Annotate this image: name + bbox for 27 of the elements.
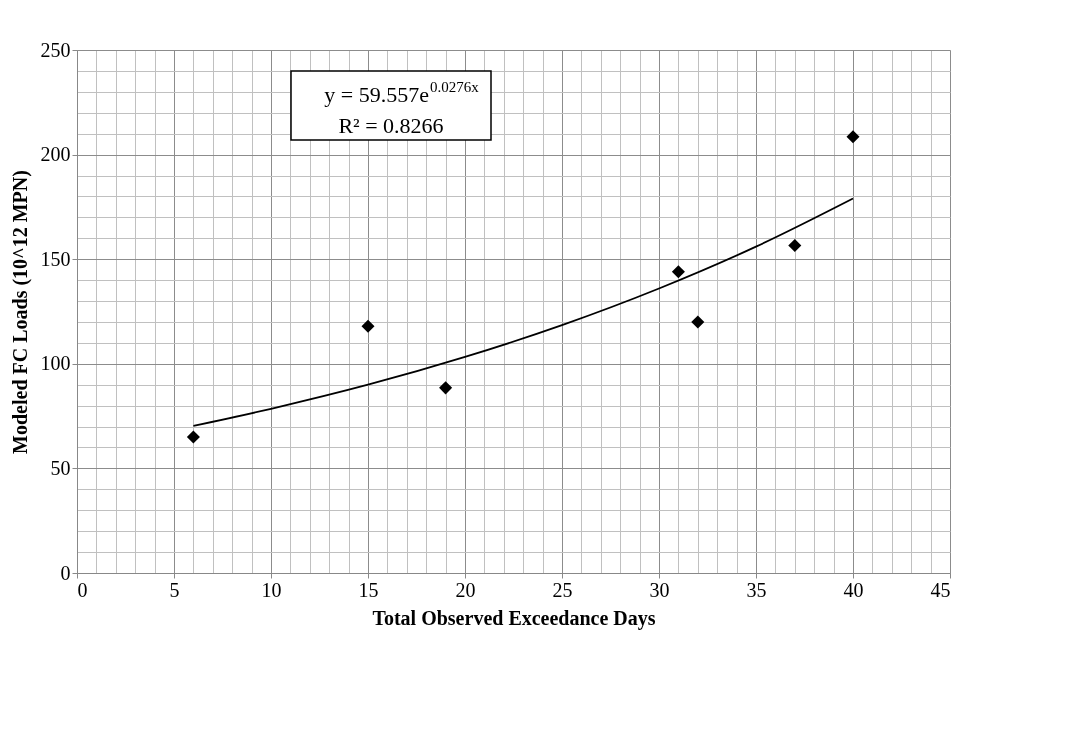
x-tick-label: 5: [169, 578, 180, 601]
point: [691, 315, 705, 329]
x-tick-label: 0: [77, 578, 88, 601]
x-tick-label: 30: [649, 578, 670, 601]
y-tick-label: 50: [50, 456, 71, 479]
point: [788, 239, 802, 253]
x-tick-label: 15: [358, 578, 379, 601]
x-tick-label: 35: [746, 578, 767, 601]
y-tick-label: 250: [40, 38, 71, 61]
y-tick-label: 100: [40, 352, 71, 375]
x-tick-label: 25: [552, 578, 573, 601]
y-tick-label: 200: [40, 143, 71, 166]
y-tick-label: 0: [60, 561, 71, 584]
y-axis-title: Modeled FC Loads (10^12 MPN): [8, 170, 32, 454]
y-tick-label: 150: [40, 247, 71, 270]
point: [186, 430, 200, 444]
point: [439, 381, 453, 395]
line-series: [192, 197, 854, 427]
x-tick-label: 10: [261, 578, 282, 601]
annotation: R² = 0.8266: [338, 113, 444, 138]
point: [671, 265, 685, 279]
point: [846, 130, 860, 144]
x-axis-title: Total Observed Exceedance Days: [372, 606, 656, 630]
x-tick-label: 20: [455, 578, 476, 601]
x-tick-label: 45: [930, 578, 951, 601]
x-tick-label: 40: [843, 578, 864, 601]
point: [361, 319, 375, 333]
